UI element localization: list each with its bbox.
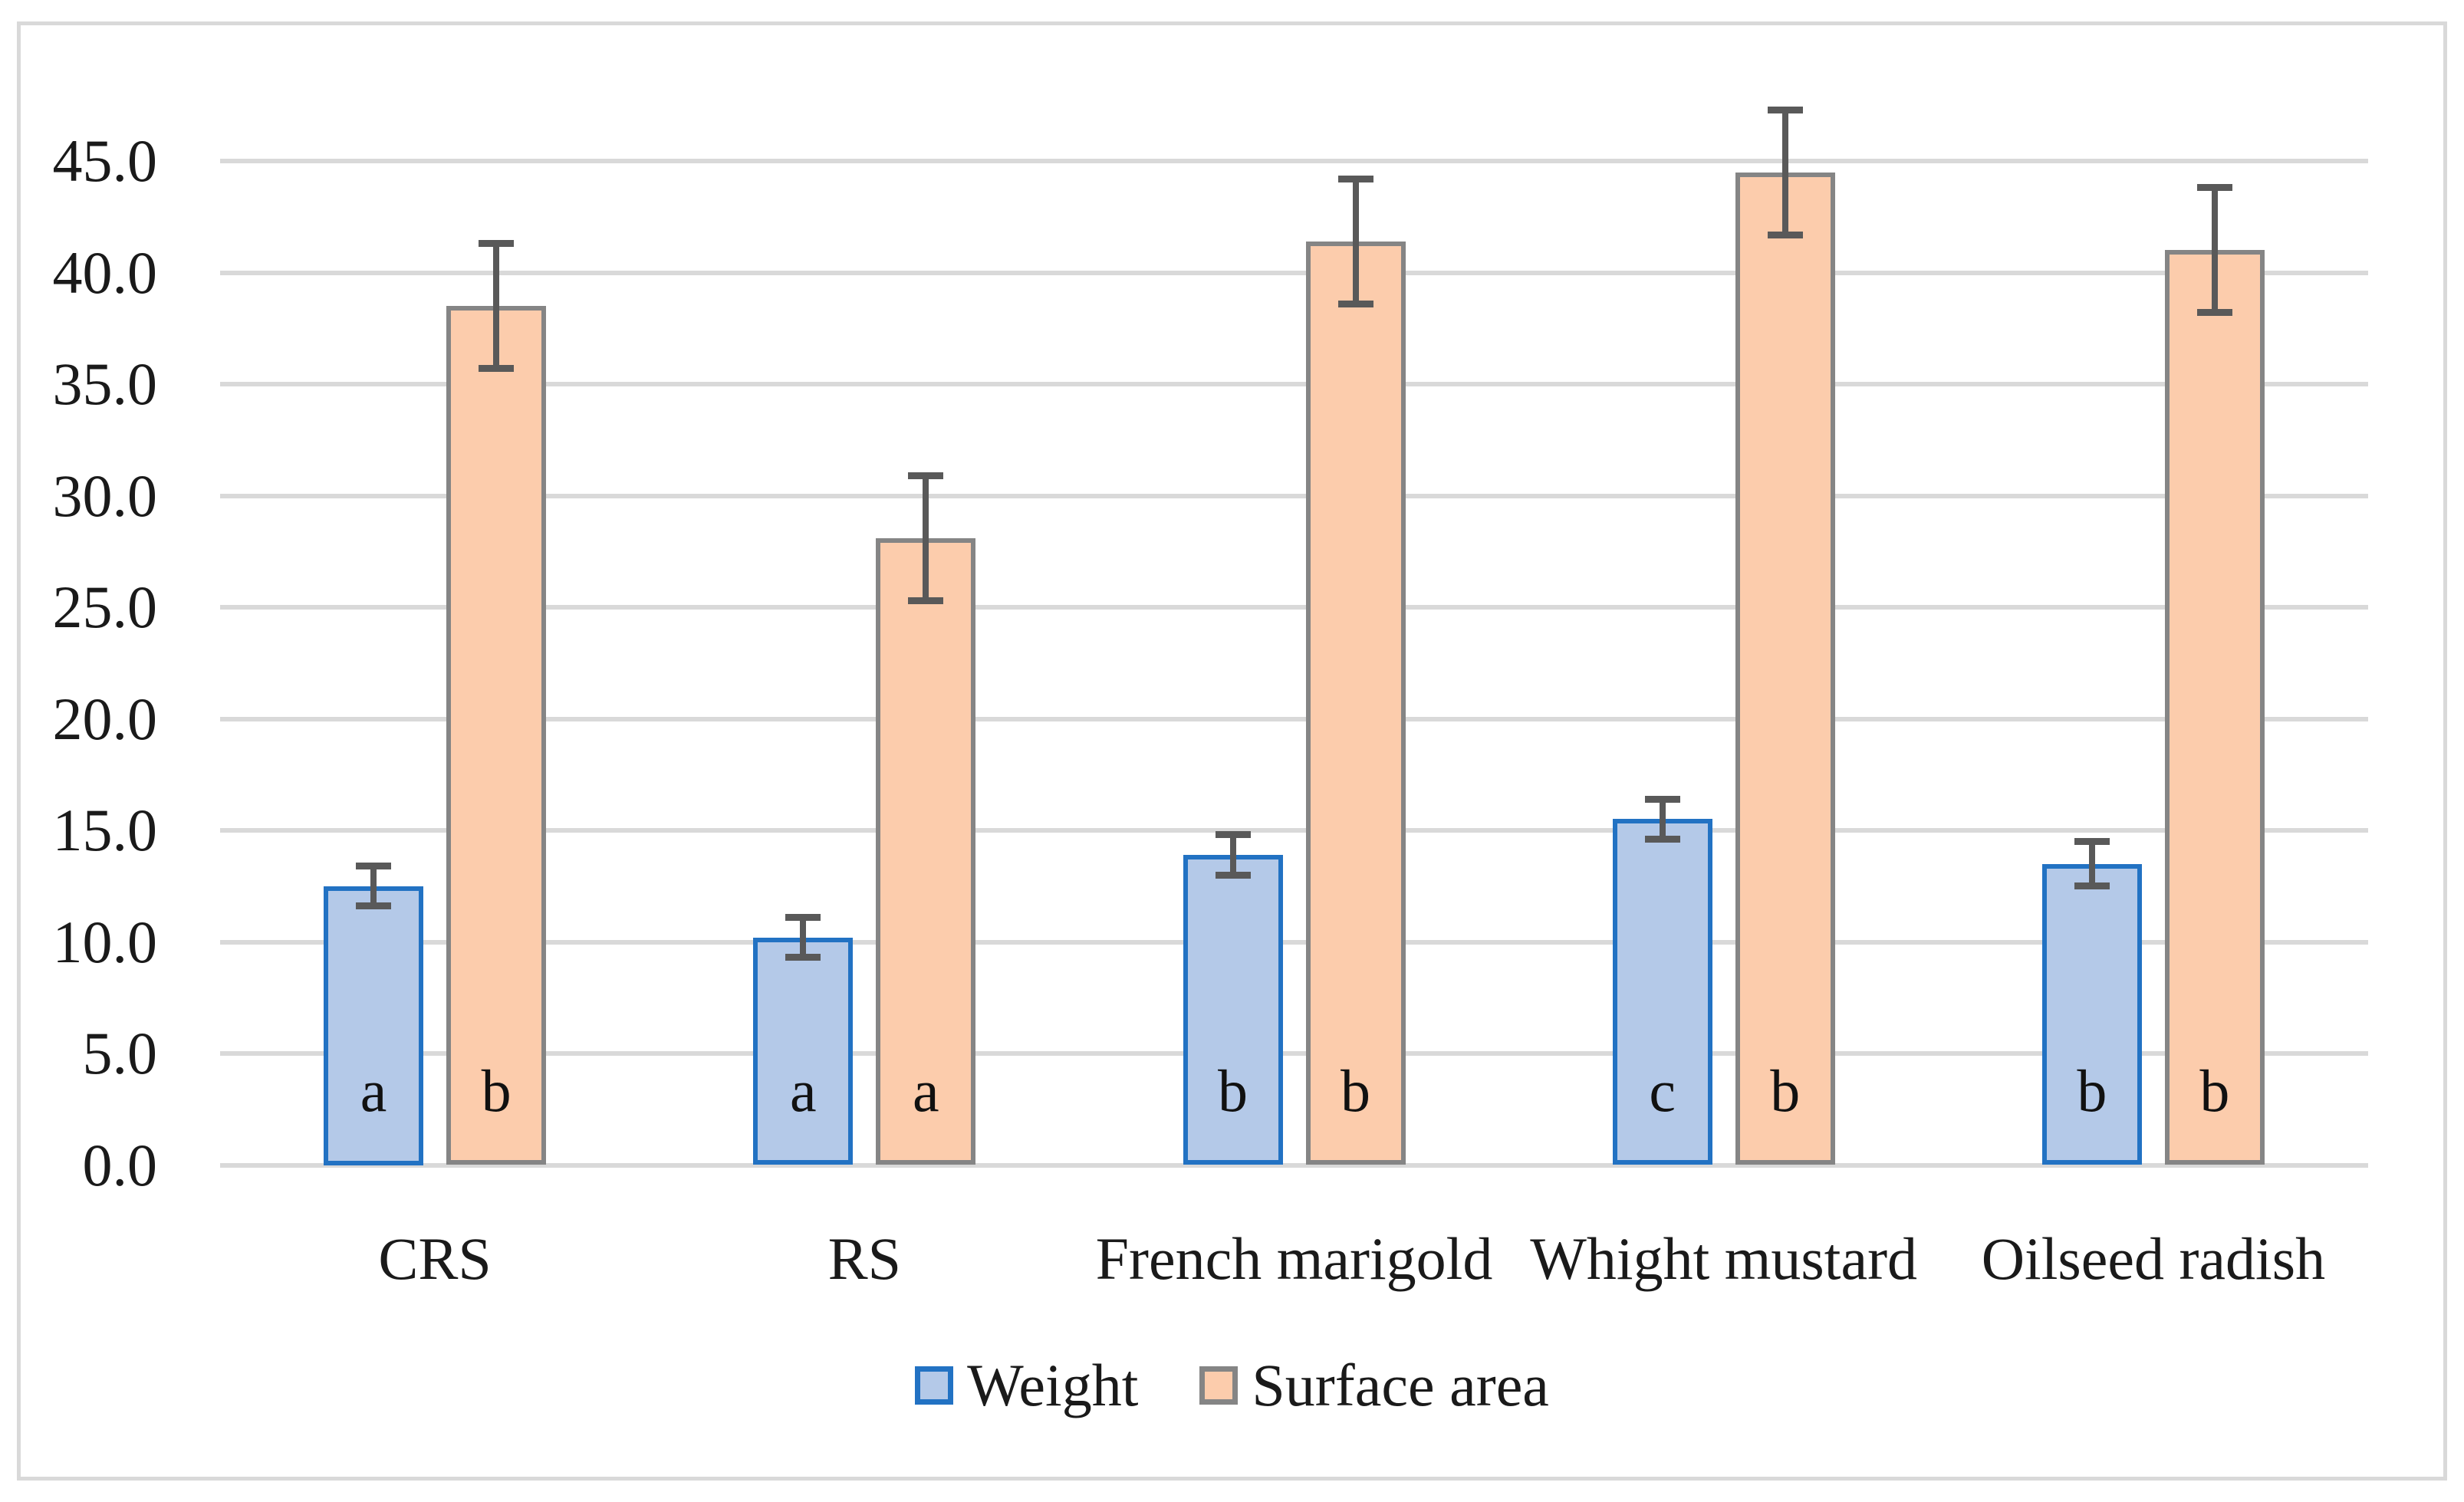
legend-swatch-weight xyxy=(915,1366,954,1405)
significance-letter: a xyxy=(360,1057,387,1124)
error-bar-cap xyxy=(2074,838,2110,846)
y-tick-label: 40.0 xyxy=(52,238,158,306)
error-bar-cap xyxy=(785,954,821,961)
error-bar-cap xyxy=(356,863,392,870)
gridline xyxy=(220,270,2368,275)
legend-item: Weight xyxy=(915,1356,1138,1415)
legend-item: Surface area xyxy=(1199,1356,1549,1415)
y-tick-label: 15.0 xyxy=(52,797,158,863)
error-bar-cap xyxy=(908,472,944,479)
x-category-label: Whight mustard xyxy=(1530,1225,1918,1292)
x-category-label: RS xyxy=(827,1225,901,1292)
y-tick-label: 45.0 xyxy=(52,127,158,194)
significance-letter: b xyxy=(1770,1057,1801,1124)
bar-weight xyxy=(753,937,854,1165)
significance-letter: a xyxy=(912,1057,939,1124)
error-bar-whisker xyxy=(1781,110,1788,235)
gridline xyxy=(220,1162,2368,1168)
y-tick-label: 5.0 xyxy=(82,1020,158,1086)
legend-label: Surface area xyxy=(1252,1352,1549,1418)
significance-letter: c xyxy=(1649,1057,1676,1124)
error-bar-whisker xyxy=(1659,799,1666,840)
gridline xyxy=(220,716,2368,721)
gridline xyxy=(220,1051,2368,1056)
error-bar-cap xyxy=(479,240,515,248)
significance-letter: a xyxy=(789,1057,817,1124)
y-tick-label: 10.0 xyxy=(52,908,158,975)
x-category-label: Oilseed radish xyxy=(1981,1225,2326,1292)
x-category-label: French marigold xyxy=(1095,1225,1493,1292)
chart-area-border xyxy=(17,21,2447,1481)
bar-weight xyxy=(1183,855,1283,1165)
bar-weight xyxy=(1612,819,1712,1165)
error-bar-whisker xyxy=(370,866,377,906)
bar-surface-area xyxy=(2164,250,2265,1165)
y-tick-label: 25.0 xyxy=(52,574,158,640)
y-tick-label: 20.0 xyxy=(52,685,158,752)
legend-label: Weight xyxy=(967,1352,1139,1418)
error-bar-cap xyxy=(1215,871,1251,879)
gridline xyxy=(220,605,2368,610)
bar-surface-area xyxy=(1305,241,1406,1165)
bar-surface-area xyxy=(1735,172,1835,1165)
significance-letter: b xyxy=(1341,1057,1370,1124)
error-bar-cap xyxy=(1215,831,1251,839)
significance-letter: b xyxy=(481,1057,512,1124)
error-bar-whisker xyxy=(923,475,929,601)
bar-surface-area xyxy=(876,537,976,1165)
error-bar-cap xyxy=(1767,106,1803,113)
bar-weight xyxy=(324,886,424,1165)
error-bar-whisker xyxy=(800,917,807,958)
error-bar-whisker xyxy=(493,243,500,369)
error-bar-cap xyxy=(1644,836,1680,843)
error-bar-cap xyxy=(479,365,515,373)
x-category-label: CRS xyxy=(378,1225,492,1292)
gridline xyxy=(220,159,2368,163)
gridline xyxy=(220,939,2368,945)
error-bar-whisker xyxy=(2211,187,2218,313)
error-bar-whisker xyxy=(2088,841,2095,886)
gridline xyxy=(220,382,2368,386)
gridline xyxy=(220,493,2368,498)
legend-swatch-surface-area xyxy=(1199,1366,1239,1405)
error-bar-cap xyxy=(1767,231,1803,238)
error-bar-cap xyxy=(1644,795,1680,803)
legend: Weight Surface area xyxy=(0,1356,2464,1415)
error-bar-cap xyxy=(908,597,944,604)
error-bar-cap xyxy=(356,902,392,910)
error-bar-cap xyxy=(2074,882,2110,890)
gridline xyxy=(220,828,2368,833)
significance-letter: b xyxy=(1218,1057,1248,1124)
significance-letter: b xyxy=(2199,1057,2230,1124)
error-bar-cap xyxy=(2196,309,2232,317)
significance-letter: b xyxy=(2077,1057,2107,1124)
error-bar-cap xyxy=(1337,300,1373,307)
error-bar-whisker xyxy=(1229,834,1236,876)
error-bar-cap xyxy=(2196,184,2232,192)
y-tick-label: 0.0 xyxy=(82,1131,158,1198)
y-tick-label: 30.0 xyxy=(52,462,158,529)
error-bar-cap xyxy=(1337,175,1373,182)
bar-surface-area xyxy=(446,306,547,1165)
y-tick-label: 35.0 xyxy=(52,350,158,417)
error-bar-cap xyxy=(785,913,821,921)
error-bar-whisker xyxy=(1352,179,1359,304)
